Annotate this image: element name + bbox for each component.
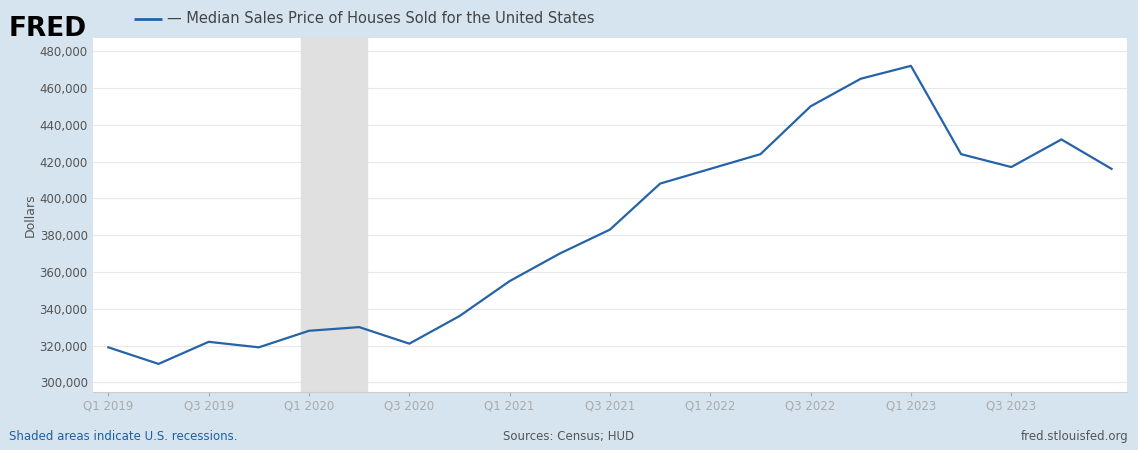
Text: — Median Sales Price of Houses Sold for the United States: — Median Sales Price of Houses Sold for … (167, 11, 595, 27)
Y-axis label: Dollars: Dollars (24, 193, 36, 237)
Text: FRED: FRED (9, 16, 88, 42)
Bar (302, 38, 366, 392)
Text: Sources: Census; HUD: Sources: Census; HUD (503, 430, 635, 443)
Text: fred.stlouisfed.org: fred.stlouisfed.org (1021, 430, 1129, 443)
Text: Shaded areas indicate U.S. recessions.: Shaded areas indicate U.S. recessions. (9, 430, 238, 443)
